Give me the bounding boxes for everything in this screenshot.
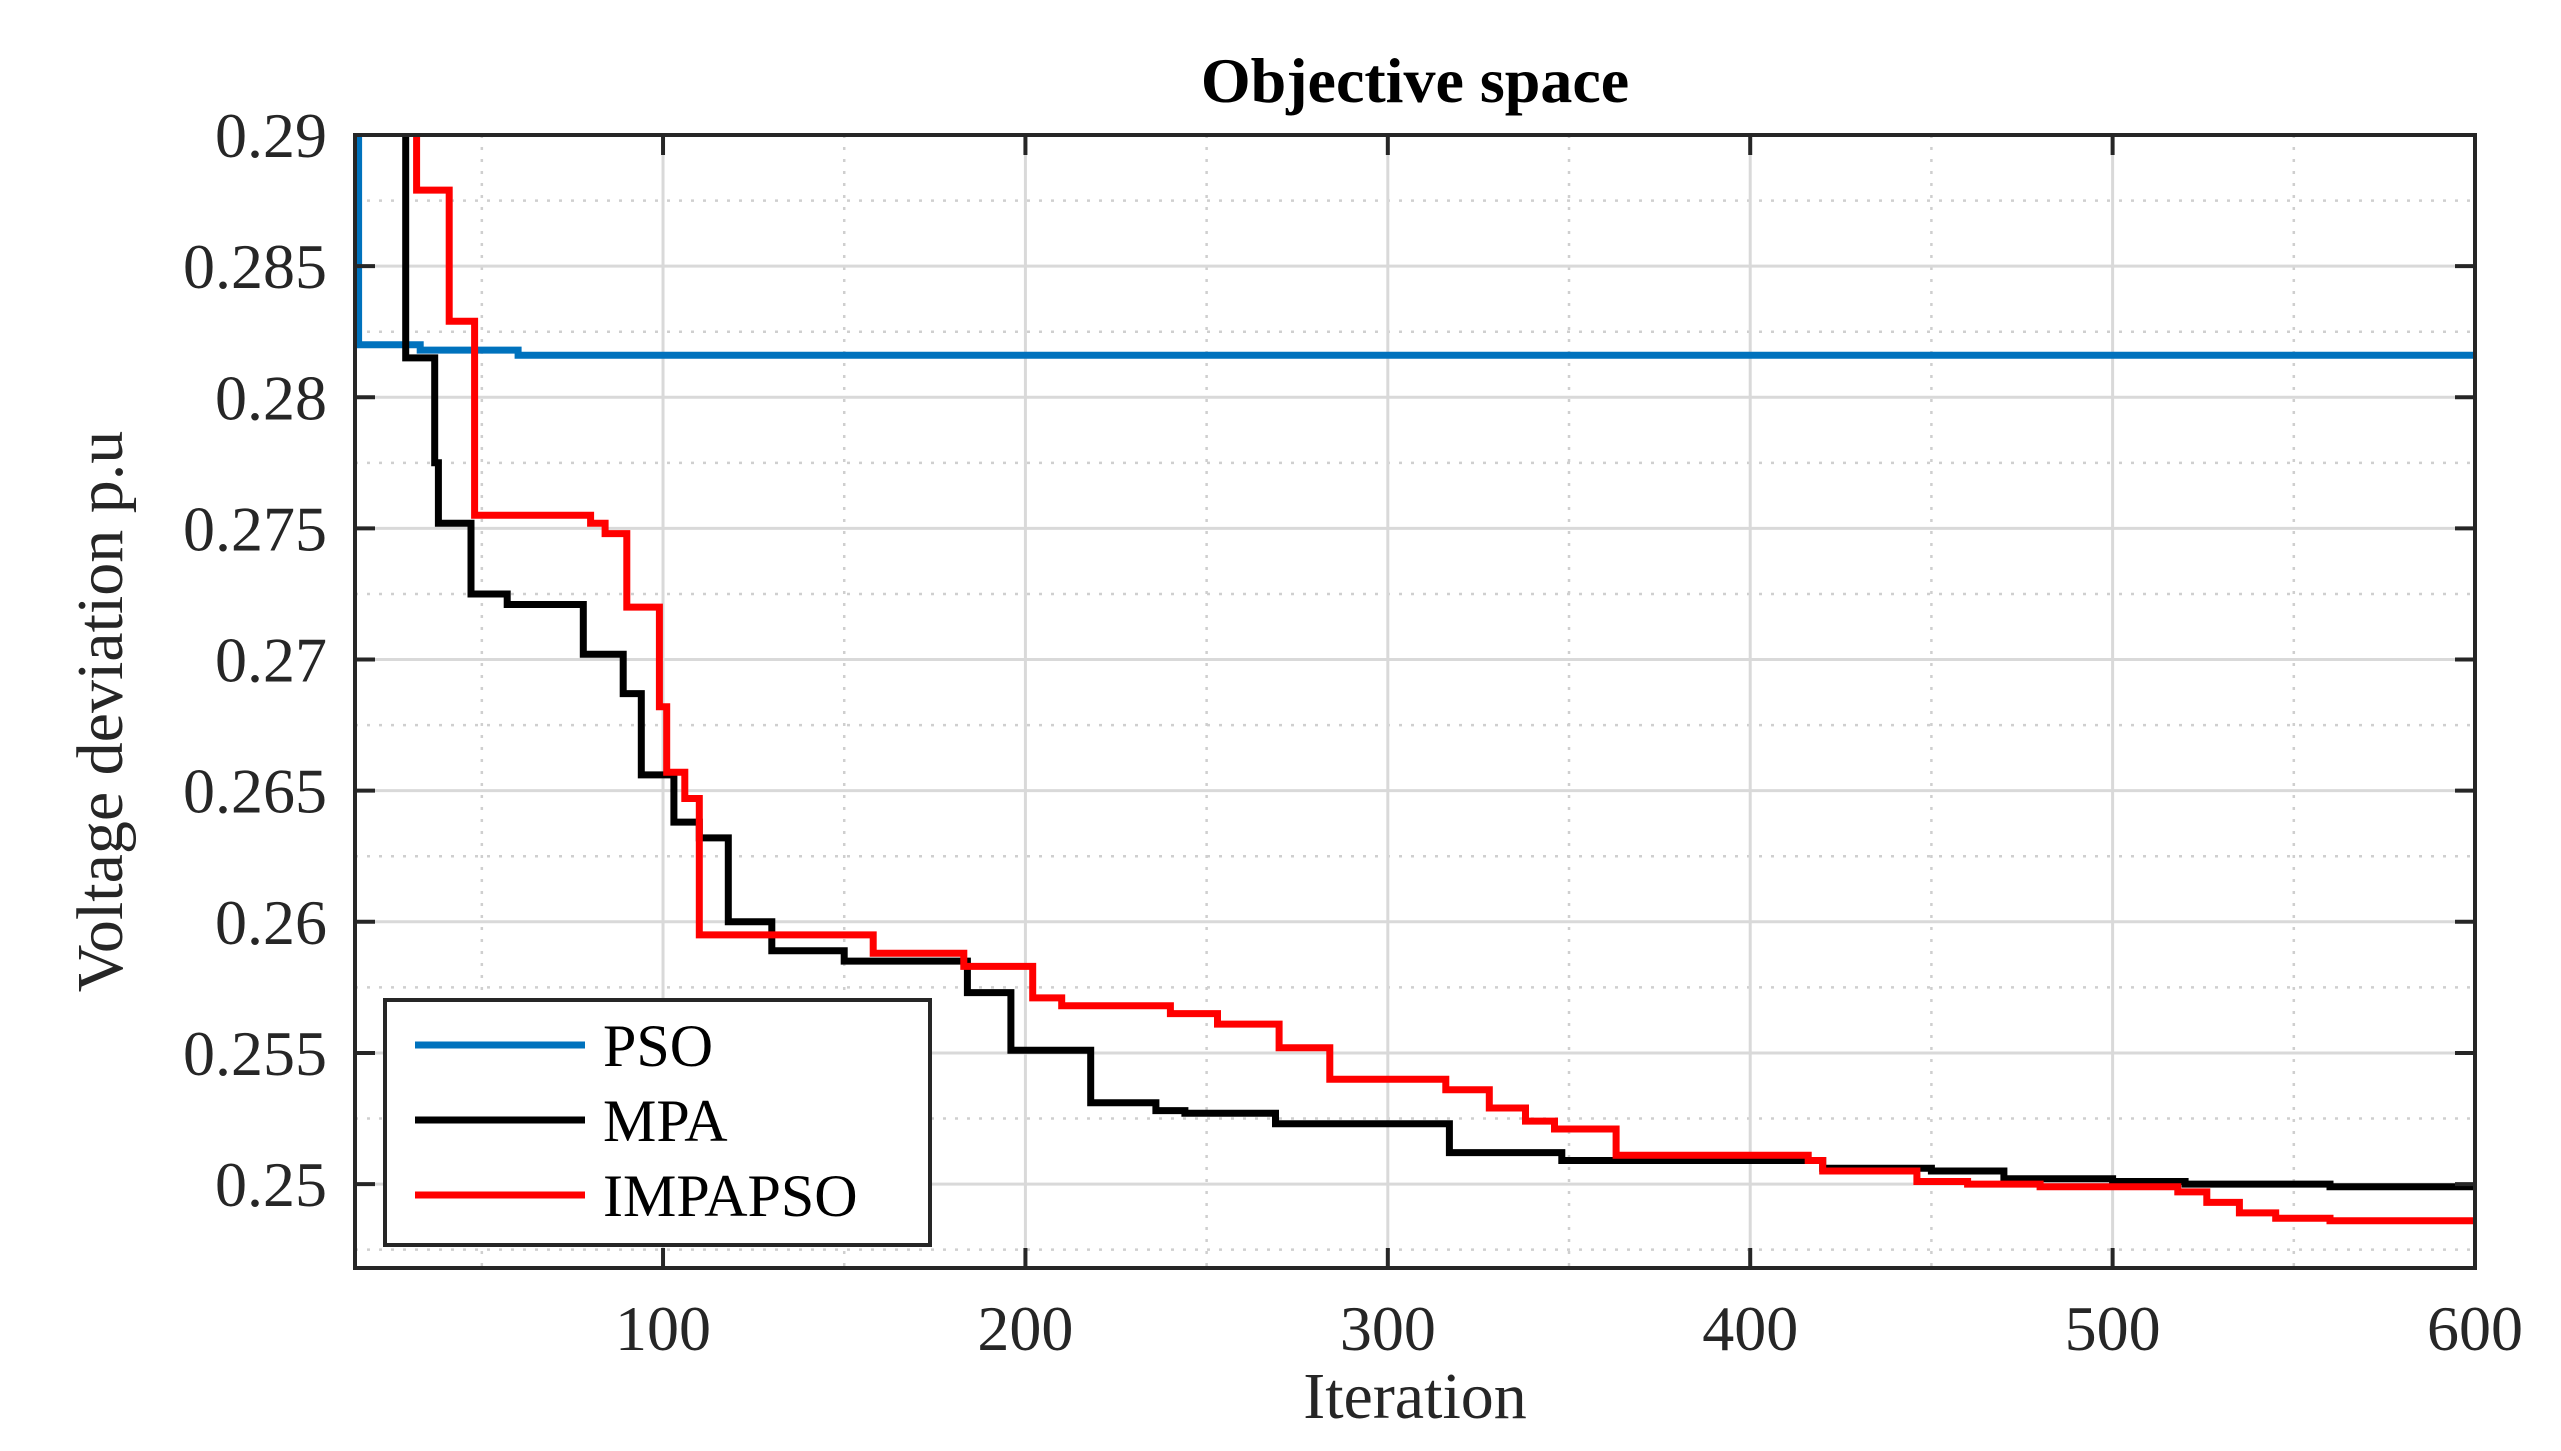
y-axis-label: Voltage deviation p.u (64, 431, 137, 993)
x-tick-label: 300 (1340, 1293, 1436, 1364)
chart-title: Objective space (1201, 45, 1629, 116)
series-line-impapso (413, 135, 2475, 1225)
y-tick-label: 0.26 (215, 887, 327, 958)
y-tick-label: 0.29 (215, 100, 327, 171)
tick-labels: 100 200 300 400 500 600 0.25 0.255 0.26 0.265 0.27… (183, 100, 2523, 1364)
x-tick-label: 400 (1702, 1293, 1798, 1364)
y-tick-label: 0.255 (183, 1018, 327, 1089)
x-tick-label: 500 (2065, 1293, 2161, 1364)
x-axis-label: Iteration (1303, 1360, 1527, 1433)
series-line-pso (355, 135, 2475, 359)
legend: PSO MPA IMPAPSO (383, 998, 932, 1247)
x-tick-label: 600 (2427, 1293, 2523, 1364)
y-tick-label: 0.285 (183, 231, 327, 302)
plot-area-frame (353, 133, 2477, 1270)
y-tick-label: 0.28 (215, 362, 327, 433)
y-tick-label: 0.275 (183, 493, 327, 564)
tick-marks (355, 133, 2477, 1268)
x-tick-label: 200 (977, 1293, 1073, 1364)
series-line-mpa (402, 135, 2475, 1191)
y-tick-label: 0.25 (215, 1149, 327, 1220)
y-tick-label: 0.265 (183, 756, 327, 827)
x-tick-label: 100 (615, 1293, 711, 1364)
legend-label-mpa: MPA (603, 1088, 728, 1154)
legend-label-pso: PSO (603, 1013, 713, 1079)
legend-label-impapso: IMPAPSO (603, 1163, 858, 1229)
series-group (355, 135, 2475, 1225)
y-tick-label: 0.27 (215, 625, 327, 696)
